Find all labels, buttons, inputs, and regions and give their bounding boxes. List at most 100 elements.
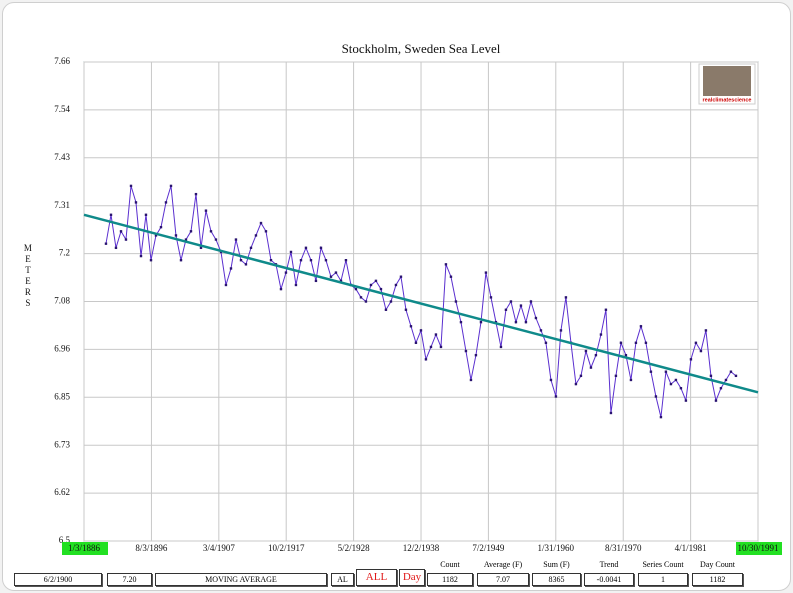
data-point bbox=[694, 341, 698, 344]
data-point bbox=[594, 353, 598, 357]
data-point bbox=[364, 300, 368, 303]
data-point bbox=[574, 382, 578, 386]
data-point bbox=[114, 246, 118, 250]
value-field: 7.20 bbox=[107, 573, 152, 586]
data-point bbox=[264, 230, 268, 233]
data-point bbox=[539, 329, 543, 332]
x-tick-label: 1/31/1960 bbox=[538, 543, 575, 553]
x-tick-label: 8/31/1970 bbox=[605, 543, 642, 553]
data-point bbox=[734, 374, 738, 378]
data-point bbox=[314, 279, 318, 283]
data-point bbox=[369, 283, 373, 287]
data-point bbox=[619, 341, 623, 344]
stat-value: 1 bbox=[638, 573, 688, 586]
stat-value: 1182 bbox=[427, 573, 473, 586]
x-tick-label: 4/1/1981 bbox=[675, 543, 707, 553]
stat-value: 7.07 bbox=[477, 573, 529, 586]
data-point bbox=[204, 209, 208, 212]
data-point bbox=[414, 341, 418, 344]
mode-field[interactable]: MOVING AVERAGE bbox=[155, 573, 327, 586]
data-point bbox=[404, 308, 408, 311]
data-point bbox=[309, 259, 313, 262]
data-point bbox=[304, 246, 308, 250]
data-point bbox=[579, 374, 583, 378]
x-tick-label: 7/2/1949 bbox=[472, 543, 505, 553]
data-point bbox=[244, 263, 248, 266]
y-tick-label: 7.08 bbox=[54, 296, 70, 306]
data-point bbox=[504, 308, 508, 311]
stat-label: Average (F) bbox=[483, 560, 523, 569]
data-point bbox=[379, 287, 383, 291]
series-line bbox=[83, 213, 759, 394]
x-tick-label: 3/4/1907 bbox=[203, 543, 236, 553]
grid bbox=[83, 61, 759, 542]
y-tick-label: 6.5 bbox=[59, 535, 71, 545]
data-point bbox=[299, 259, 303, 262]
data-point bbox=[524, 320, 528, 324]
data-point bbox=[684, 399, 688, 402]
data-point bbox=[344, 259, 348, 262]
data-point bbox=[324, 259, 328, 262]
data-point bbox=[609, 411, 613, 415]
data-point bbox=[124, 238, 128, 241]
data-point bbox=[159, 225, 163, 229]
data-point bbox=[129, 184, 133, 188]
data-point bbox=[709, 374, 713, 378]
data-point bbox=[279, 287, 283, 291]
data-point bbox=[449, 275, 453, 278]
data-point bbox=[234, 238, 238, 241]
y-tick-label: 7.2 bbox=[59, 248, 70, 258]
y-tick-label: 7.66 bbox=[54, 56, 70, 66]
data-point bbox=[319, 246, 323, 250]
data-point bbox=[359, 296, 363, 299]
data-point bbox=[644, 341, 648, 344]
x-tick-label: 12/2/1938 bbox=[403, 543, 440, 553]
chart: Stockholm, Sweden Sea Level METERS realc… bbox=[23, 41, 782, 555]
data-point bbox=[154, 234, 158, 237]
stat-label: Sum (F) bbox=[543, 560, 570, 569]
period-button[interactable]: Day bbox=[399, 569, 425, 586]
y-axis-label: METERS bbox=[23, 243, 33, 309]
data-point bbox=[514, 320, 518, 324]
data-point bbox=[589, 366, 593, 369]
range-button[interactable]: ALL bbox=[356, 569, 397, 586]
data-point bbox=[464, 349, 468, 353]
data-point bbox=[499, 345, 503, 349]
y-tick-label: 6.96 bbox=[54, 343, 70, 353]
data-point bbox=[389, 300, 393, 303]
data-point bbox=[189, 230, 193, 233]
data-point bbox=[599, 333, 603, 336]
data-point bbox=[474, 353, 478, 357]
y-tick-label: 6.85 bbox=[54, 391, 70, 401]
data-point bbox=[489, 296, 493, 299]
data-point bbox=[509, 300, 513, 303]
data-point bbox=[479, 320, 483, 324]
x-tick-label: 10/30/1991 bbox=[737, 543, 778, 553]
data-point bbox=[624, 353, 628, 357]
field-select[interactable]: AL bbox=[331, 573, 354, 586]
data-point bbox=[534, 316, 538, 320]
data-point bbox=[549, 378, 553, 382]
data-point bbox=[724, 378, 728, 382]
data-point bbox=[339, 279, 343, 283]
stat-label: Day Count bbox=[700, 560, 735, 569]
data-point bbox=[409, 325, 413, 328]
data-point bbox=[329, 275, 333, 278]
data-point bbox=[284, 271, 288, 274]
data-point bbox=[559, 329, 563, 332]
stat-value: 1182 bbox=[692, 573, 743, 586]
data-point bbox=[419, 329, 423, 332]
data-point bbox=[564, 296, 568, 299]
data-point bbox=[689, 358, 693, 361]
date-field: 6/2/1900 bbox=[14, 573, 102, 586]
y-tick-label: 6.62 bbox=[54, 487, 70, 497]
data-point bbox=[519, 304, 523, 307]
y-tick-label: 7.43 bbox=[54, 152, 70, 162]
data-point bbox=[294, 283, 298, 287]
data-point bbox=[399, 275, 403, 278]
data-point bbox=[334, 271, 338, 274]
data-point bbox=[164, 201, 168, 204]
data-point bbox=[699, 349, 703, 353]
data-point bbox=[144, 213, 148, 216]
data-point bbox=[439, 345, 443, 349]
